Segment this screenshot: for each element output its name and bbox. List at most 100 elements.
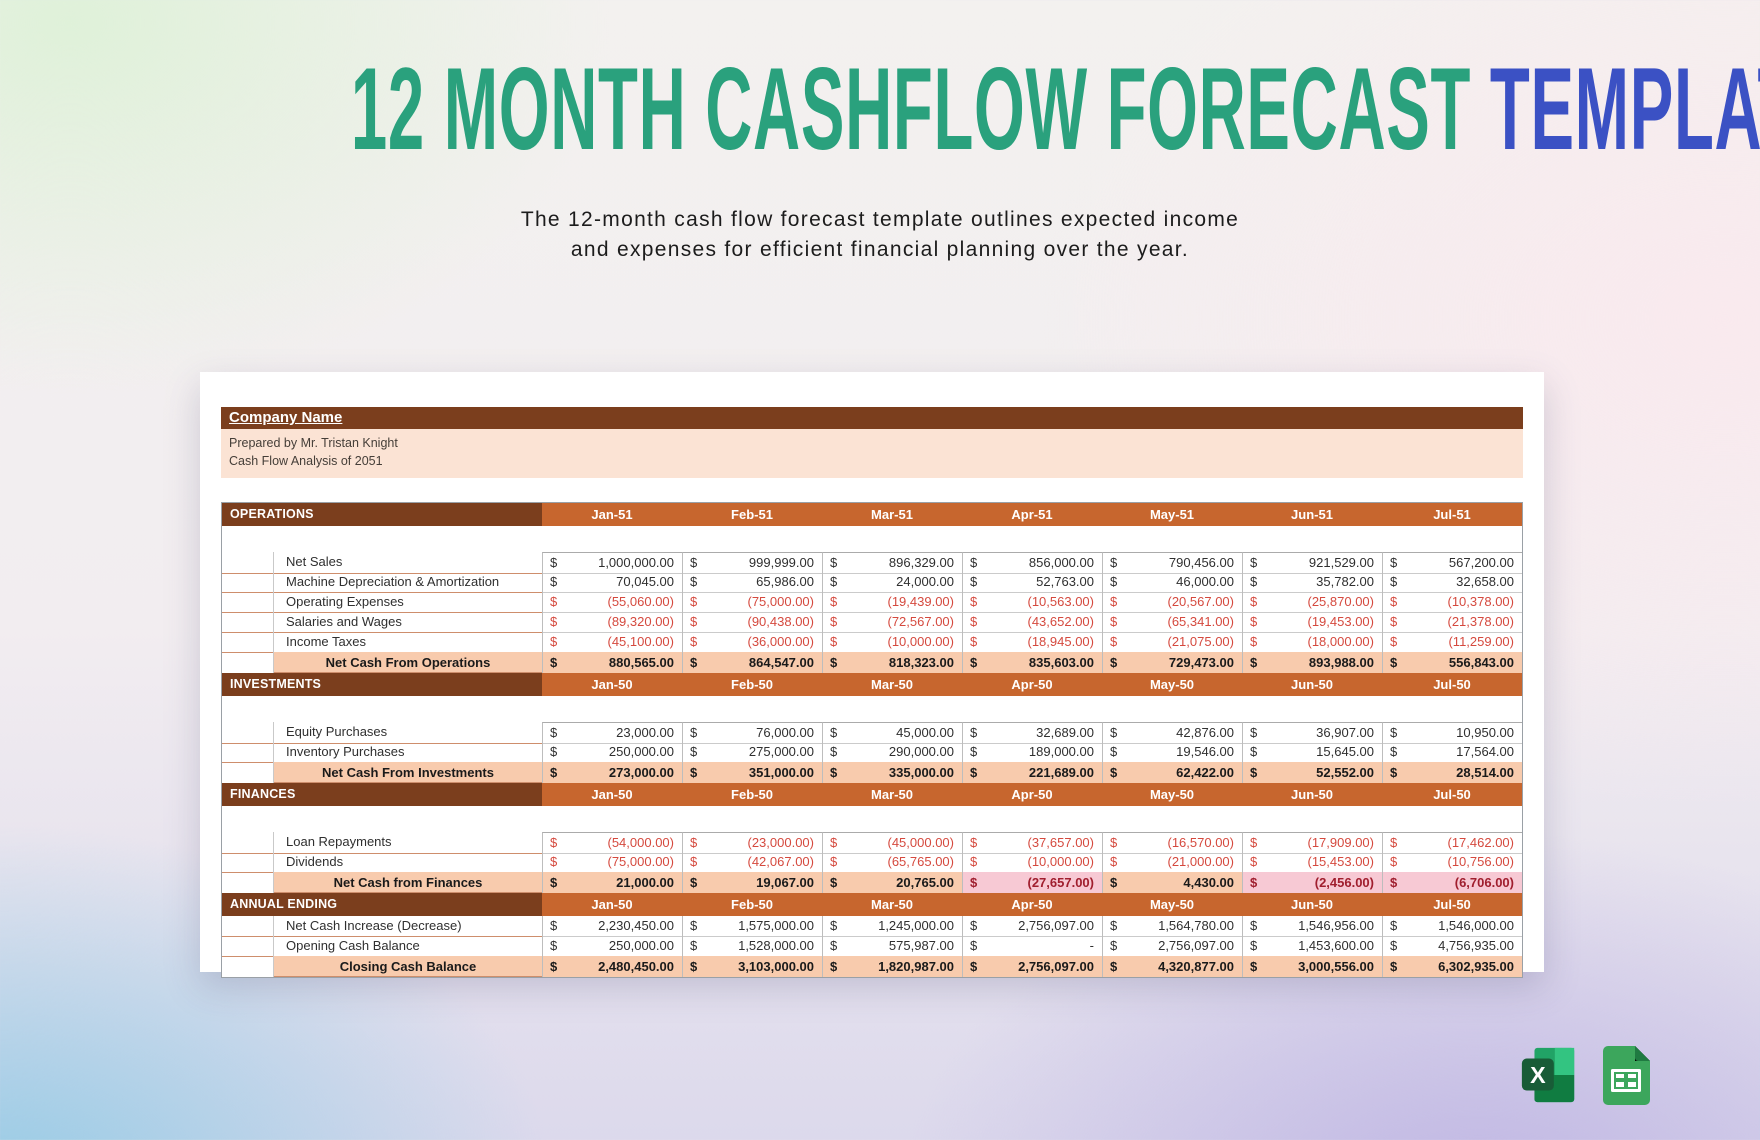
cell-value: 24,000.00 (852, 572, 962, 593)
cell-value: (42,067.00) (712, 852, 822, 873)
cell-value: (89,320.00) (572, 612, 682, 633)
cell-value: 818,323.00 (852, 652, 962, 673)
row-label: Opening Cash Balance (274, 936, 542, 957)
currency-symbol: $ (962, 612, 992, 633)
total-row-net-cash-from-operations: Net Cash From Operations $880,565.00 $864,… (222, 652, 1522, 673)
month-header-mar-50: Mar-50 (822, 783, 962, 806)
currency-symbol: $ (1242, 852, 1272, 873)
cell-value: 23,000.00 (572, 722, 682, 744)
section-title-annual-ending: ANNUAL ENDING (222, 893, 542, 916)
cell-value: 856,000.00 (992, 552, 1102, 574)
currency-symbol: $ (962, 742, 992, 763)
currency-symbol: $ (1242, 916, 1272, 937)
currency-symbol: $ (682, 762, 712, 783)
month-header-may-51: May-51 (1102, 503, 1242, 526)
section-title-operations: OPERATIONS (222, 503, 542, 526)
currency-symbol: $ (682, 852, 712, 873)
cell-value: (55,060.00) (572, 592, 682, 613)
month-header-jul-50: Jul-50 (1382, 893, 1522, 916)
cell-value: 1,820,987.00 (852, 956, 962, 977)
cell-value: 4,430.00 (1132, 872, 1242, 893)
currency-symbol: $ (542, 936, 572, 957)
cell-value: 52,552.00 (1272, 762, 1382, 783)
currency-symbol: $ (962, 936, 992, 957)
total-label: Net Cash From Investments (274, 762, 542, 783)
currency-symbol: $ (1382, 872, 1412, 893)
month-header-may-50: May-50 (1102, 673, 1242, 696)
month-header-apr-50: Apr-50 (962, 893, 1102, 916)
section-spacer (222, 526, 1522, 552)
currency-symbol: $ (822, 612, 852, 633)
currency-symbol: $ (1382, 592, 1412, 613)
currency-symbol: $ (682, 552, 712, 574)
cell-value: 45,000.00 (852, 722, 962, 744)
section-header-annual-ending: ANNUAL ENDING Jan-50 Feb-50 Mar-50 Apr-50 May… (222, 893, 1522, 916)
row-label: Operating Expenses (274, 592, 542, 613)
cell-value: 729,473.00 (1132, 652, 1242, 673)
spreadsheet-card: Company Name Prepared by Mr. Tristan Kni… (200, 372, 1544, 978)
currency-symbol: $ (1382, 852, 1412, 873)
currency-symbol: $ (1382, 572, 1412, 593)
file-format-badges: X (1518, 1044, 1656, 1106)
cell-value: 36,907.00 (1272, 722, 1382, 744)
cell-value: (18,945.00) (992, 632, 1102, 653)
cell-value: (21,378.00) (1412, 612, 1522, 633)
month-header-jul-50: Jul-50 (1382, 673, 1522, 696)
cell-value: (17,462.00) (1412, 832, 1522, 854)
currency-symbol: $ (962, 832, 992, 854)
cell-value: 351,000.00 (712, 762, 822, 783)
cell-value: 189,000.00 (992, 742, 1102, 763)
month-header-jul-51: Jul-51 (1382, 503, 1522, 526)
currency-symbol: $ (1382, 832, 1412, 854)
google-sheets-icon[interactable] (1596, 1044, 1656, 1106)
row-label: Salaries and Wages (274, 612, 542, 633)
cell-value: 250,000.00 (572, 936, 682, 957)
currency-symbol: $ (1102, 832, 1132, 854)
currency-symbol: $ (542, 722, 572, 744)
currency-symbol: $ (542, 742, 572, 763)
currency-symbol: $ (1102, 572, 1132, 593)
currency-symbol: $ (822, 936, 852, 957)
month-header-jul-50: Jul-50 (1382, 783, 1522, 806)
cell-value: 1,528,000.00 (712, 936, 822, 957)
cell-value: 556,843.00 (1412, 652, 1522, 673)
cell-value: (18,000.00) (1272, 632, 1382, 653)
cell-value: 20,765.00 (852, 872, 962, 893)
month-header-mar-50: Mar-50 (822, 893, 962, 916)
cell-value: (65,765.00) (852, 852, 962, 873)
currency-symbol: $ (1382, 652, 1412, 673)
excel-icon[interactable]: X (1518, 1044, 1580, 1106)
cell-value: 1,575,000.00 (712, 916, 822, 937)
month-header-may-50: May-50 (1102, 783, 1242, 806)
currency-symbol: $ (1242, 936, 1272, 957)
cell-value: 42,876.00 (1132, 722, 1242, 744)
section-title-investments: INVESTMENTS (222, 673, 542, 696)
currency-symbol: $ (962, 722, 992, 744)
cell-value: (21,000.00) (1132, 852, 1242, 873)
currency-symbol: $ (1382, 762, 1412, 783)
cell-value: (17,909.00) (1272, 832, 1382, 854)
company-name: Company Name (229, 409, 343, 426)
total-label: Net Cash from Finances (274, 872, 542, 893)
row-gutter (222, 762, 274, 783)
currency-symbol: $ (1102, 936, 1132, 957)
currency-symbol: $ (822, 572, 852, 593)
cell-value: 921,529.00 (1272, 552, 1382, 574)
currency-symbol: $ (1102, 916, 1132, 937)
cell-value: 1,564,780.00 (1132, 916, 1242, 937)
currency-symbol: $ (1242, 572, 1272, 593)
cell-value: 275,000.00 (712, 742, 822, 763)
cell-value: 10,950.00 (1412, 722, 1522, 744)
cell-value: 335,000.00 (852, 762, 962, 783)
currency-symbol: $ (1242, 632, 1272, 653)
month-header-feb-50: Feb-50 (682, 783, 822, 806)
currency-symbol: $ (682, 916, 712, 937)
section-spacer (222, 806, 1522, 832)
currency-symbol: $ (682, 632, 712, 653)
page-subtitle: The 12-month cash flow forecast template… (0, 205, 1760, 266)
total-label: Closing Cash Balance (274, 956, 542, 977)
subtitle-line-1: The 12-month cash flow forecast template… (520, 208, 1240, 231)
row-inventory-purchases: Inventory Purchases $250,000.00 $275,000.0… (222, 742, 1522, 763)
cell-value: 46,000.00 (1132, 572, 1242, 593)
currency-symbol: $ (822, 916, 852, 937)
